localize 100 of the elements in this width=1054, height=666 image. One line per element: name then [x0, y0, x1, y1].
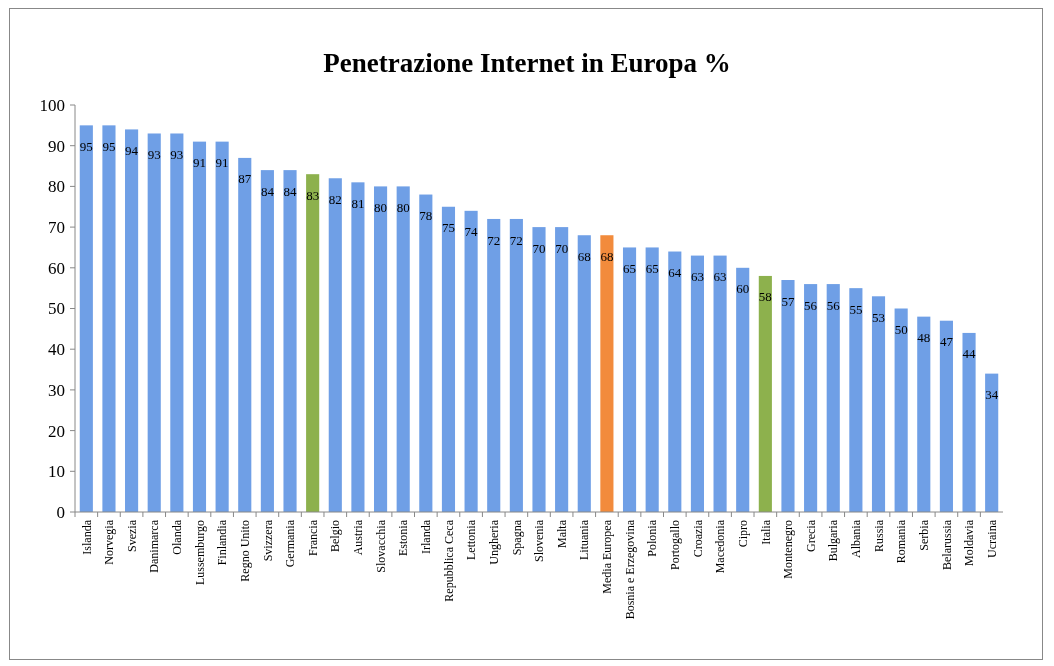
bar	[192, 141, 207, 512]
bar	[781, 280, 795, 512]
bar	[555, 227, 569, 512]
x-tick-label: Montenegro	[781, 520, 796, 579]
bar	[577, 235, 591, 512]
x-tick-label: Belgio	[328, 520, 343, 552]
x-tick-label: Svizzera	[260, 519, 275, 562]
x-tick-label: Moldavia	[962, 519, 977, 566]
data-label: 94	[125, 142, 139, 158]
bar	[441, 206, 456, 512]
bar	[532, 227, 546, 512]
data-label: 70	[555, 240, 569, 256]
bar	[102, 125, 116, 512]
x-tick-label: Irlanda	[419, 519, 434, 554]
bar	[871, 296, 886, 512]
data-label: 68	[600, 248, 614, 264]
bar	[464, 210, 478, 512]
data-label: 56	[804, 297, 818, 313]
data-label: 78	[419, 208, 433, 224]
x-tick-label: Italia	[758, 519, 773, 545]
bar	[894, 308, 908, 512]
bar	[260, 170, 274, 512]
x-tick-label: Spagna	[509, 519, 524, 556]
bar	[283, 170, 297, 512]
data-label: 95	[79, 138, 93, 154]
data-label: 64	[668, 265, 682, 281]
bar	[804, 284, 818, 512]
data-label: 68	[577, 248, 591, 264]
y-tick-label: 90	[48, 136, 65, 156]
data-label: 65	[623, 261, 637, 276]
bar	[170, 133, 184, 512]
bar	[736, 267, 750, 512]
x-tick-label: Serbia	[916, 519, 931, 551]
y-tick-label: 0	[56, 502, 65, 522]
x-tick-label: Slovenia	[532, 519, 547, 562]
bar	[622, 247, 637, 512]
x-tick-label: Norvegia	[102, 519, 117, 565]
bar	[351, 182, 365, 512]
x-tick-label: Cipro	[735, 520, 750, 548]
bar	[962, 332, 976, 512]
bar	[238, 157, 252, 512]
data-label: 91	[215, 155, 229, 171]
bar	[849, 288, 863, 512]
x-tick-label: Macedonia	[713, 519, 728, 574]
y-tick-label: 40	[48, 340, 65, 360]
data-label: 80	[374, 199, 388, 215]
y-tick-label: 60	[48, 258, 65, 278]
y-tick-label: 10	[48, 462, 65, 482]
x-tick-label: Francia	[305, 519, 320, 556]
data-label: 75	[441, 220, 455, 236]
data-label: 60	[736, 281, 750, 297]
x-tick-label: Danimarca	[147, 519, 162, 573]
data-label: 70	[532, 240, 546, 256]
x-tick-label: Portogallo	[668, 520, 682, 570]
x-tick-label: Malta	[554, 519, 569, 548]
y-tick-label: 20	[48, 421, 65, 441]
data-label: 93	[170, 147, 184, 163]
bar	[328, 178, 342, 512]
bar	[645, 247, 659, 512]
y-tick-label: 100	[39, 95, 65, 115]
data-label: 87	[238, 171, 252, 187]
x-tick-label: Islanda	[79, 519, 94, 555]
x-tick-label: Belarussia	[939, 519, 954, 570]
bar	[215, 141, 229, 512]
bar	[147, 133, 161, 512]
x-tick-label: Ucraina	[984, 519, 999, 558]
data-label: 47	[939, 334, 954, 350]
data-label: 80	[396, 199, 410, 215]
bar	[668, 251, 682, 512]
x-tick-label: Romania	[894, 519, 909, 564]
x-tick-label: Media Europea	[600, 519, 615, 594]
x-tick-label: Finlandia	[215, 519, 230, 566]
x-tick-label: Repubblica Ceca	[441, 519, 456, 602]
data-label: 44	[962, 346, 977, 362]
data-label: 53	[872, 309, 886, 325]
data-label: 57	[781, 293, 795, 309]
y-tick-label: 30	[48, 380, 65, 400]
x-tick-label: Grecia	[803, 519, 818, 552]
bar	[826, 284, 840, 512]
data-label: 82	[328, 191, 342, 207]
data-label: 34	[985, 387, 999, 403]
bar	[600, 235, 614, 512]
x-tick-label: Germania	[283, 519, 298, 568]
data-label: 63	[713, 269, 727, 285]
data-label: 55	[849, 301, 863, 317]
bar	[985, 373, 999, 512]
bar	[713, 255, 727, 512]
y-tick-label: 70	[48, 218, 65, 238]
data-label: 91	[192, 155, 206, 171]
data-label: 48	[917, 330, 931, 346]
data-label: 93	[147, 147, 161, 163]
bar	[939, 320, 953, 512]
data-label: 58	[758, 289, 772, 305]
bar	[396, 186, 410, 512]
data-label: 83	[306, 187, 320, 203]
data-label: 72	[487, 232, 501, 248]
bar	[125, 129, 139, 512]
data-label: 56	[826, 297, 841, 313]
data-label: 84	[283, 183, 298, 199]
bar	[374, 186, 388, 512]
